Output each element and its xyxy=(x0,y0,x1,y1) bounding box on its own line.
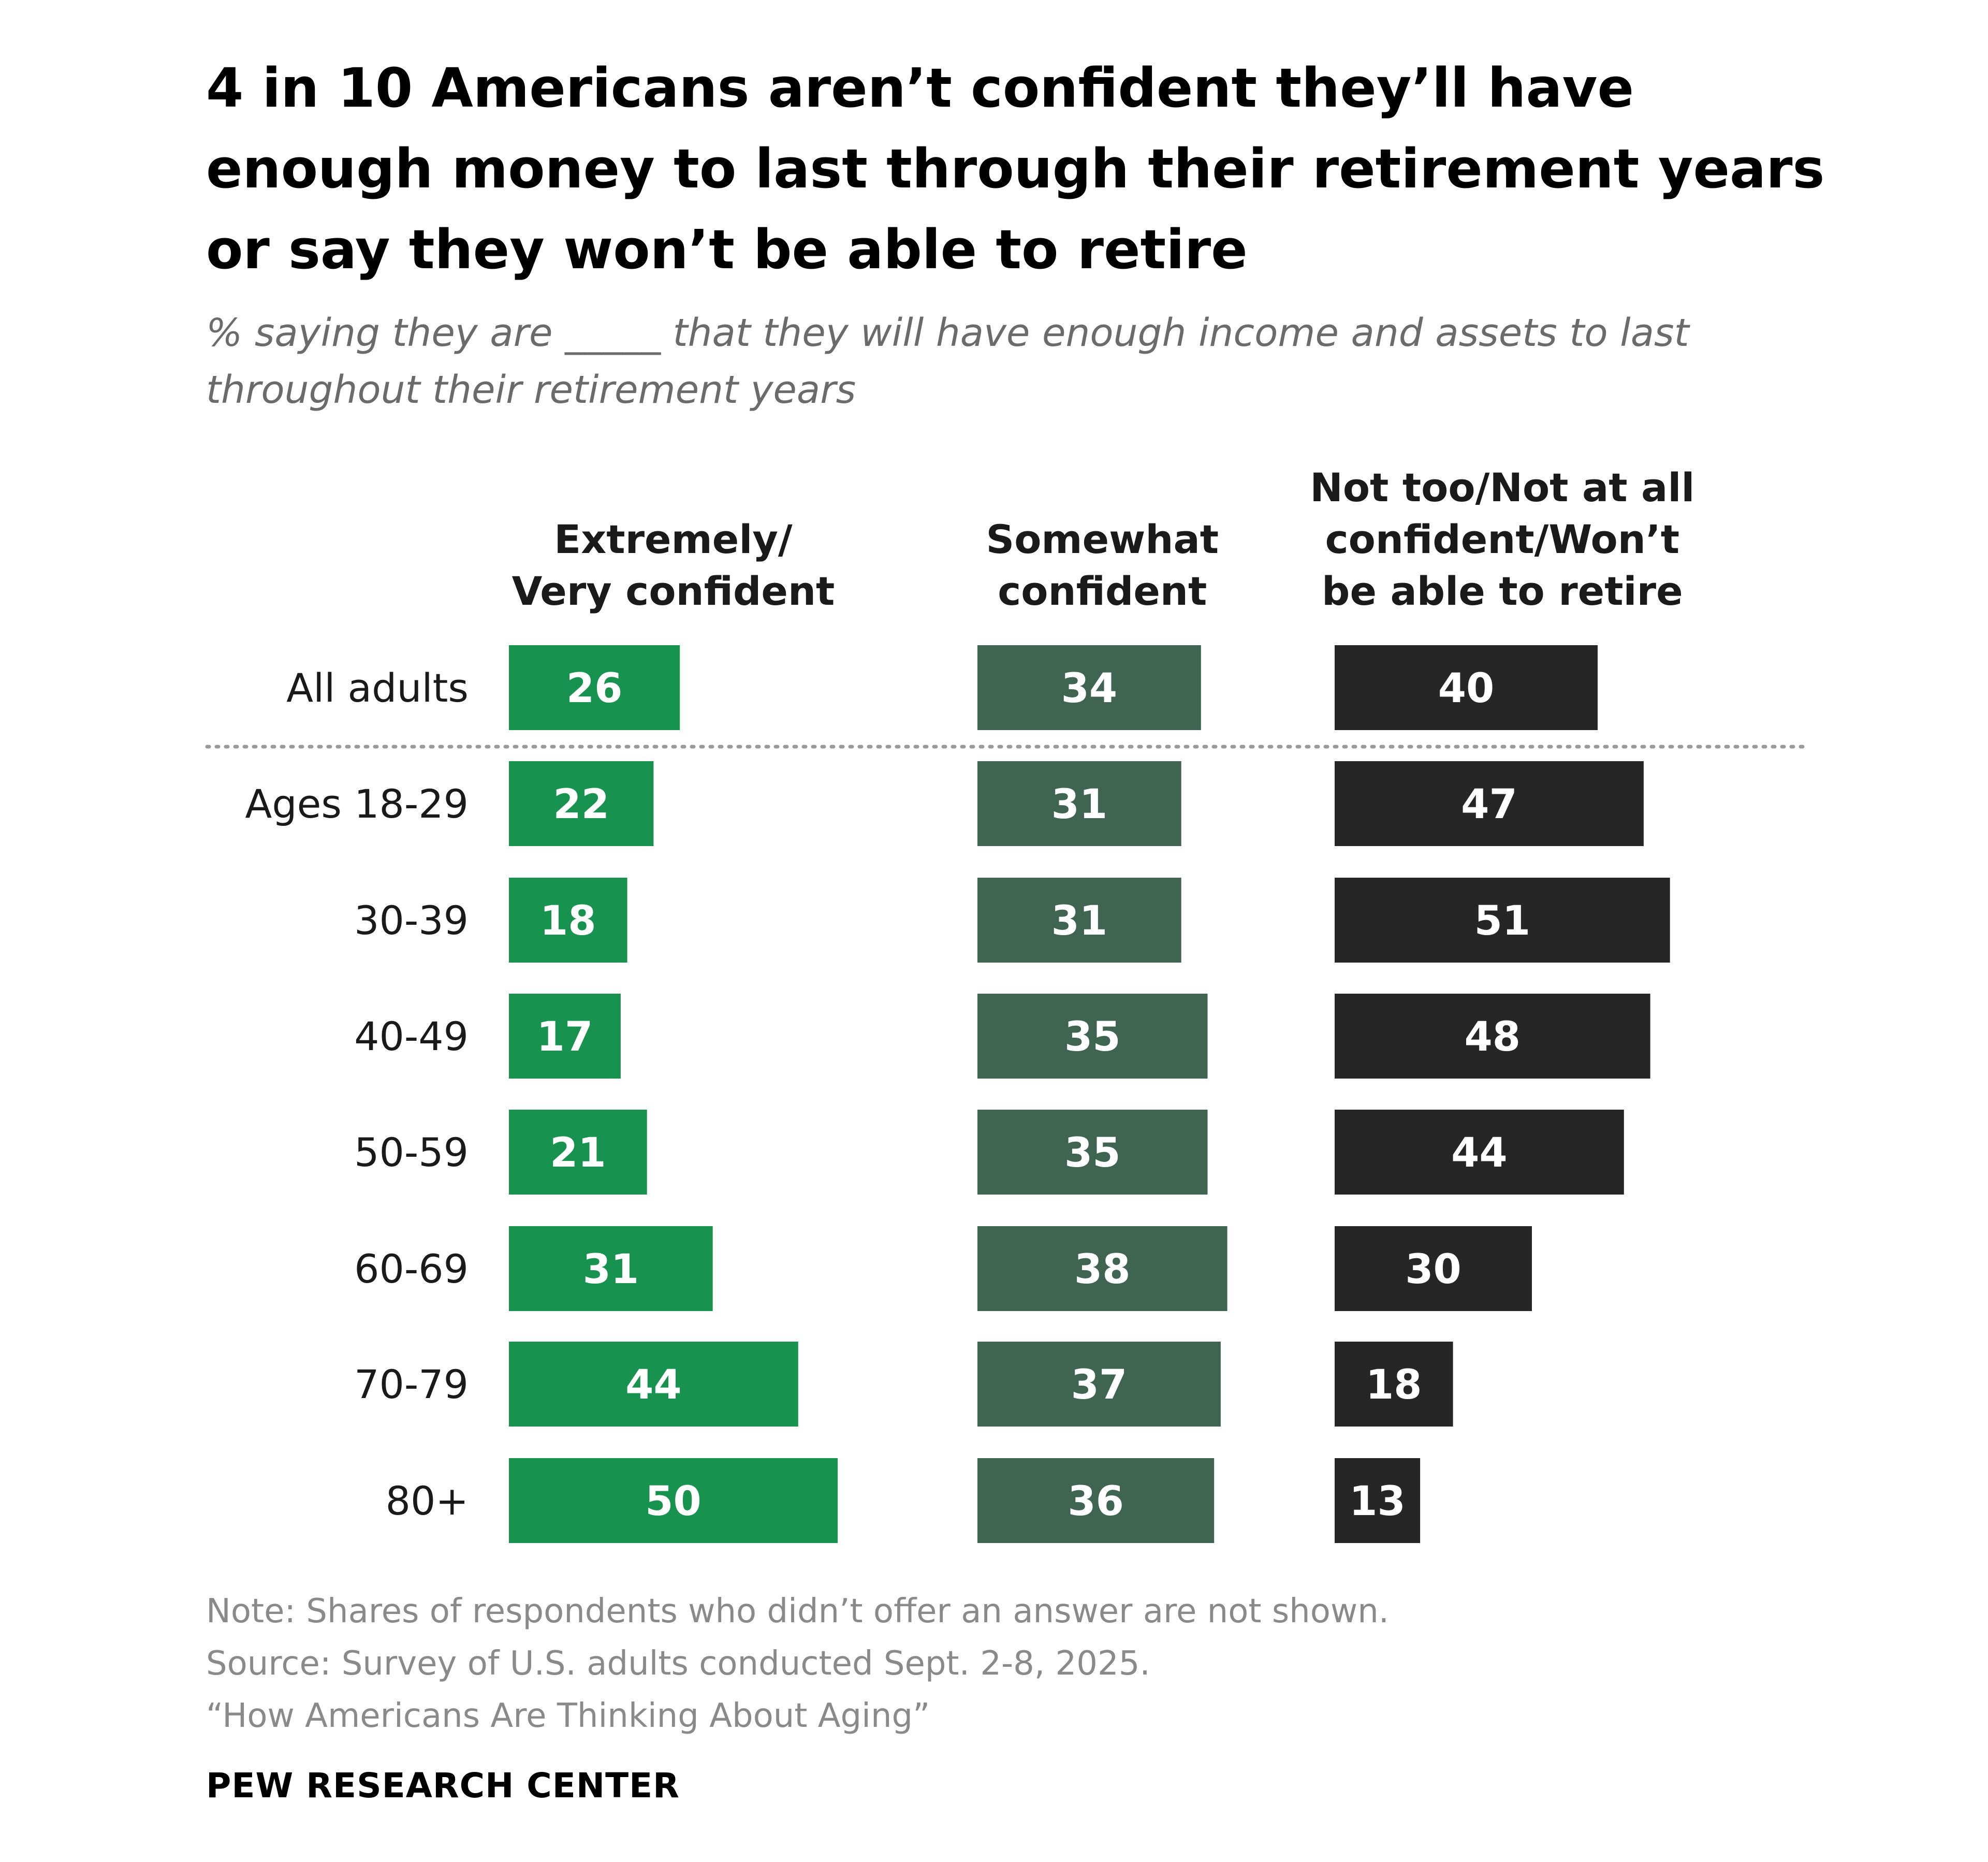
bar-series-3 xyxy=(1335,761,1644,846)
bar-value-label: 18 xyxy=(1366,1362,1422,1408)
chart-note: Note: Shares of respondents who didn’t o… xyxy=(206,1592,1390,1631)
series-header-3-line-3: be able to retire xyxy=(1322,568,1683,614)
chart-subtitle: % saying they are _____ that they will h… xyxy=(206,311,1689,412)
bar-series-3 xyxy=(1335,994,1650,1079)
bar-value-label: 34 xyxy=(1061,665,1118,712)
bar-series-2 xyxy=(977,1458,1215,1543)
bar-value-label: 21 xyxy=(550,1130,606,1176)
category-label: 70-79 xyxy=(354,1361,469,1407)
bar-value-label: 44 xyxy=(625,1362,682,1408)
category-label: All adults xyxy=(286,665,469,711)
bar-value-label: 37 xyxy=(1071,1362,1128,1408)
bar-value-label: 35 xyxy=(1064,1130,1121,1176)
category-label: 30-39 xyxy=(354,897,469,943)
bar-value-label: 17 xyxy=(537,1014,593,1060)
bar-series-2 xyxy=(977,761,1181,846)
bar-series-2 xyxy=(977,994,1208,1079)
category-label: Ages 18-29 xyxy=(245,781,469,827)
bar-series-2 xyxy=(977,645,1201,730)
bar-series-3 xyxy=(1335,1458,1421,1543)
bar-series-1 xyxy=(509,761,654,846)
bar-series-3 xyxy=(1335,645,1598,730)
bar-value-label: 31 xyxy=(583,1246,639,1293)
bar-value-label: 48 xyxy=(1465,1014,1521,1060)
bar-value-label: 13 xyxy=(1349,1478,1406,1525)
bar-value-label: 31 xyxy=(1051,898,1108,944)
bar-series-2 xyxy=(977,1110,1208,1195)
bar-value-label: 31 xyxy=(1051,781,1108,828)
bar-series-1 xyxy=(509,1458,838,1543)
series-header-3-line-2: confident/Won’t xyxy=(1325,516,1679,562)
bar-series-1 xyxy=(509,1226,713,1311)
bar-series-2 xyxy=(977,1226,1227,1311)
bar-value-label: 18 xyxy=(540,898,596,944)
bar-series-2 xyxy=(977,878,1181,963)
bar-series-3 xyxy=(1335,1110,1624,1195)
bar-series-1 xyxy=(509,645,680,730)
series-header-1-line-2: Very confident xyxy=(512,568,835,614)
bar-value-label: 26 xyxy=(566,665,623,712)
bar-value-label: 47 xyxy=(1461,781,1517,828)
report-title: “How Americans Are Thinking About Aging” xyxy=(206,1697,930,1735)
bar-value-label: 40 xyxy=(1438,665,1495,712)
bar-value-label: 22 xyxy=(553,781,609,828)
bar-series-2 xyxy=(977,1342,1221,1427)
bar-value-label: 38 xyxy=(1074,1246,1131,1293)
series-header-1-line-1: Extremely/ xyxy=(554,516,793,562)
chart-source: Source: Survey of U.S. adults conducted … xyxy=(206,1645,1150,1683)
category-label: 50-59 xyxy=(354,1129,469,1175)
series-header-3-line-1: Not too/Not at all xyxy=(1310,464,1694,511)
bar-value-label: 44 xyxy=(1451,1130,1508,1176)
bar-value-label: 30 xyxy=(1405,1246,1461,1293)
series-header-2-line-2: confident xyxy=(998,568,1207,614)
bar-series-1 xyxy=(509,1110,647,1195)
bar-series-1 xyxy=(509,1342,798,1427)
chart-title: 4 in 10 Americans aren’t confident they’… xyxy=(206,56,1825,281)
bar-value-label: 36 xyxy=(1068,1478,1124,1525)
bar-value-label: 35 xyxy=(1064,1014,1121,1060)
brand-logo-text: PEW RESEARCH CENTER xyxy=(206,1766,680,1806)
bar-series-1 xyxy=(509,994,621,1079)
category-label: 40-49 xyxy=(354,1013,469,1059)
bar-value-label: 51 xyxy=(1474,898,1531,944)
bar-series-1 xyxy=(509,878,627,963)
bar-series-3 xyxy=(1335,1226,1532,1311)
series-header-2-line-1: Somewhat xyxy=(986,516,1219,562)
category-label: 60-69 xyxy=(354,1246,469,1292)
bar-value-label: 50 xyxy=(645,1478,701,1525)
bar-series-3 xyxy=(1335,878,1670,963)
category-label: 80+ xyxy=(386,1478,469,1524)
bar-series-3 xyxy=(1335,1342,1453,1427)
